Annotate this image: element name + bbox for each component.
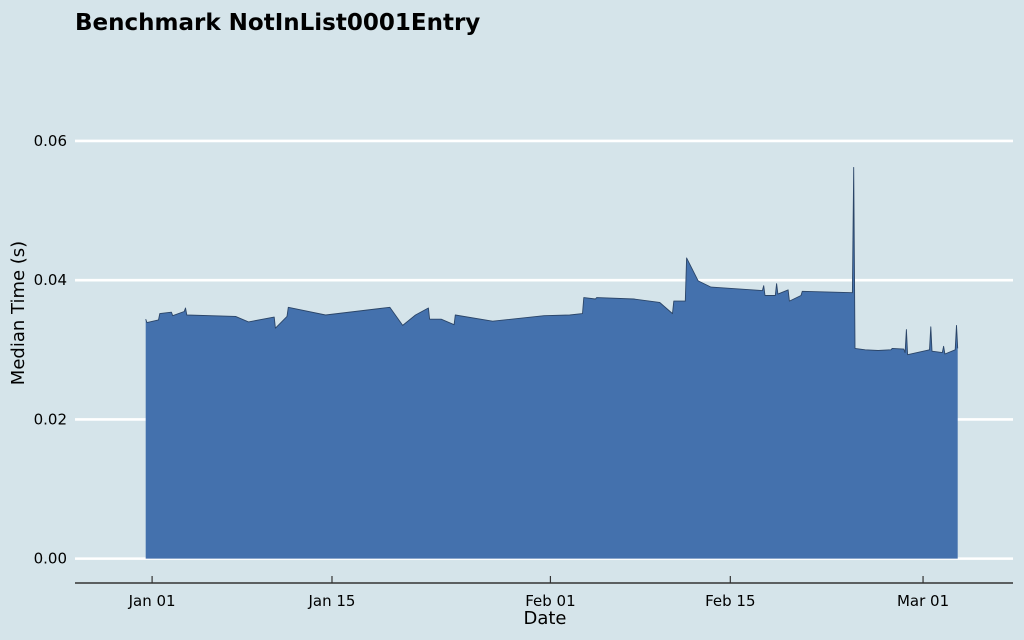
x-tick-label: Feb 15 bbox=[705, 592, 755, 610]
chart-title: Benchmark NotInList0001Entry bbox=[75, 10, 480, 36]
x-axis-label: Date bbox=[523, 608, 566, 629]
x-tick-label: Jan 01 bbox=[128, 592, 176, 610]
x-tick-label: Mar 01 bbox=[897, 592, 949, 610]
y-tick-label: 0.00 bbox=[34, 550, 67, 568]
x-axis-ticks: Jan 01 Jan 15 Feb 01 Feb 15 Mar 01 bbox=[128, 576, 949, 610]
y-tick-label: 0.04 bbox=[34, 271, 67, 289]
y-axis-label: Median Time (s) bbox=[8, 241, 29, 385]
plot-area bbox=[145, 166, 959, 559]
x-tick-label: Jan 15 bbox=[307, 592, 355, 610]
y-tick-label: 0.02 bbox=[34, 410, 67, 428]
x-tick-label: Feb 01 bbox=[525, 592, 575, 610]
y-axis-ticks: 0.00 0.02 0.04 0.06 bbox=[34, 132, 67, 568]
series-area bbox=[145, 167, 958, 559]
y-tick-label: 0.06 bbox=[34, 132, 67, 150]
series-line bbox=[145, 166, 959, 356]
